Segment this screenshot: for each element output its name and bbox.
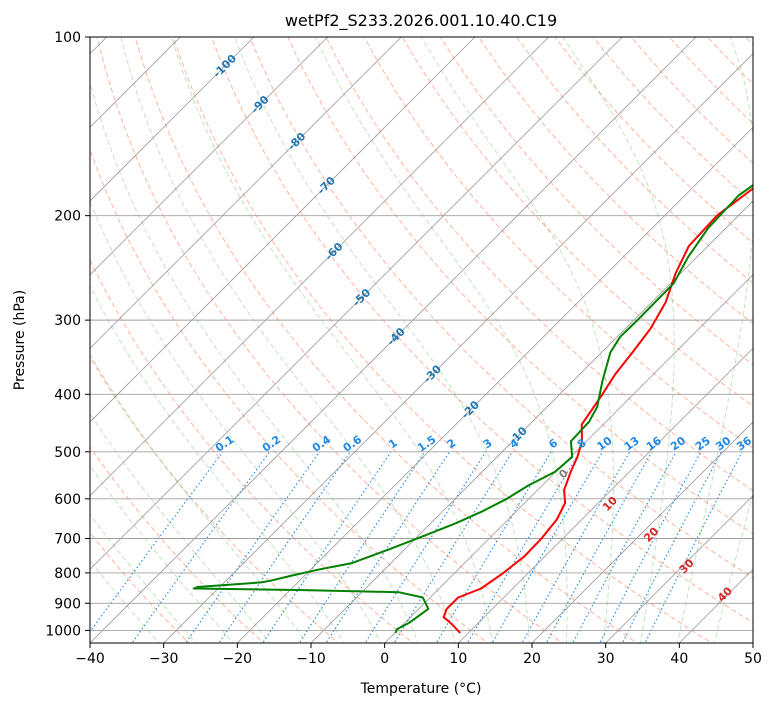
dry-adiabat xyxy=(90,445,265,643)
y-tick-label: 300 xyxy=(54,313,81,329)
mixing-ratio-lines xyxy=(90,451,743,643)
dry-adiabat xyxy=(90,355,339,643)
data-series xyxy=(192,184,753,634)
isotherm xyxy=(531,421,753,643)
isotherm xyxy=(310,200,753,643)
plot-frame xyxy=(89,36,754,644)
y-axis-label: Pressure (hPa) xyxy=(12,290,28,390)
isotherm xyxy=(605,495,753,643)
isotherm xyxy=(163,53,753,643)
mixing-ratio-line xyxy=(572,451,677,643)
y-tick-label: 900 xyxy=(54,596,81,612)
mixing-ratio-line xyxy=(466,451,581,643)
moist-adiabat xyxy=(90,465,234,643)
mixing-ratio-line xyxy=(298,451,426,643)
y-tick-label: 100 xyxy=(54,30,81,46)
y-tick-label: 500 xyxy=(54,445,81,461)
x-axis: −40 −30 −20 −10 0 10 20 30 40 50 xyxy=(75,643,762,667)
mixing-ratio-line xyxy=(621,451,722,643)
isotherm xyxy=(90,37,402,349)
mixing-ratio-line xyxy=(185,451,321,643)
mixing-ratio-line xyxy=(262,451,392,643)
temperature-profile-line xyxy=(442,187,753,634)
isotherm xyxy=(90,37,697,643)
mixing-ratio-line xyxy=(90,451,224,633)
isotherm xyxy=(458,347,753,643)
dry-adiabat xyxy=(96,37,564,643)
y-tick-label: 800 xyxy=(54,566,81,582)
isotherm xyxy=(90,37,255,202)
isotherm xyxy=(237,126,753,643)
dry-adiabat xyxy=(363,37,753,449)
mixing-ratio-line xyxy=(218,451,351,643)
chart-title: wetPf2_S233.2026.001.10.40.C19 xyxy=(285,11,557,31)
mixing-ratio-line xyxy=(393,451,513,643)
moist-adiabat xyxy=(90,412,271,643)
dry-adiabat xyxy=(325,37,753,492)
dry-adiabat xyxy=(287,37,753,535)
mixing-ratio-line xyxy=(491,451,603,643)
isobars xyxy=(90,37,753,631)
dewpoint-profile-line xyxy=(192,184,753,634)
y-tick-label: 200 xyxy=(54,209,81,225)
x-tick-label: 50 xyxy=(744,651,762,667)
mixing-ratio-line xyxy=(644,451,743,643)
y-tick-label: 600 xyxy=(54,492,81,508)
isotherm xyxy=(90,37,328,276)
mixing-ratio-label: 36 xyxy=(734,434,754,454)
x-tick-label: 40 xyxy=(670,651,688,667)
isotherm xyxy=(90,37,623,570)
x-tick-label: 10 xyxy=(449,651,467,667)
isotherm xyxy=(90,37,549,497)
dry-adiabat xyxy=(478,37,753,325)
skewed-isotherms xyxy=(90,37,753,643)
x-tick-label: −20 xyxy=(223,651,253,667)
plot-area: -100-90-80-70-60-50-40-30-20-100.1 0.2 0.4… xyxy=(90,37,754,643)
x-tick-label: 30 xyxy=(597,651,615,667)
x-axis-label: Temperature (°C) xyxy=(360,681,482,697)
dry-adiabat xyxy=(90,148,489,643)
y-tick-label: 700 xyxy=(54,532,81,548)
mixing-ratio-line xyxy=(364,451,487,643)
dry-adiabat xyxy=(439,37,753,366)
mixing-ratio-line xyxy=(325,451,451,643)
x-tick-label: 0 xyxy=(380,651,389,667)
mixing-ratio-line xyxy=(599,451,702,643)
y-axis: 1000 900 800 700 600 500 400 300 200 100 xyxy=(45,30,90,639)
isotherm xyxy=(384,274,753,643)
x-tick-label: −30 xyxy=(149,651,179,667)
x-tick-label: −10 xyxy=(296,651,326,667)
x-tick-label: 20 xyxy=(523,651,541,667)
isotherm xyxy=(90,37,476,423)
x-tick-label: −40 xyxy=(75,651,105,667)
y-tick-label: 400 xyxy=(54,387,81,403)
y-tick-label: 1000 xyxy=(45,623,81,639)
